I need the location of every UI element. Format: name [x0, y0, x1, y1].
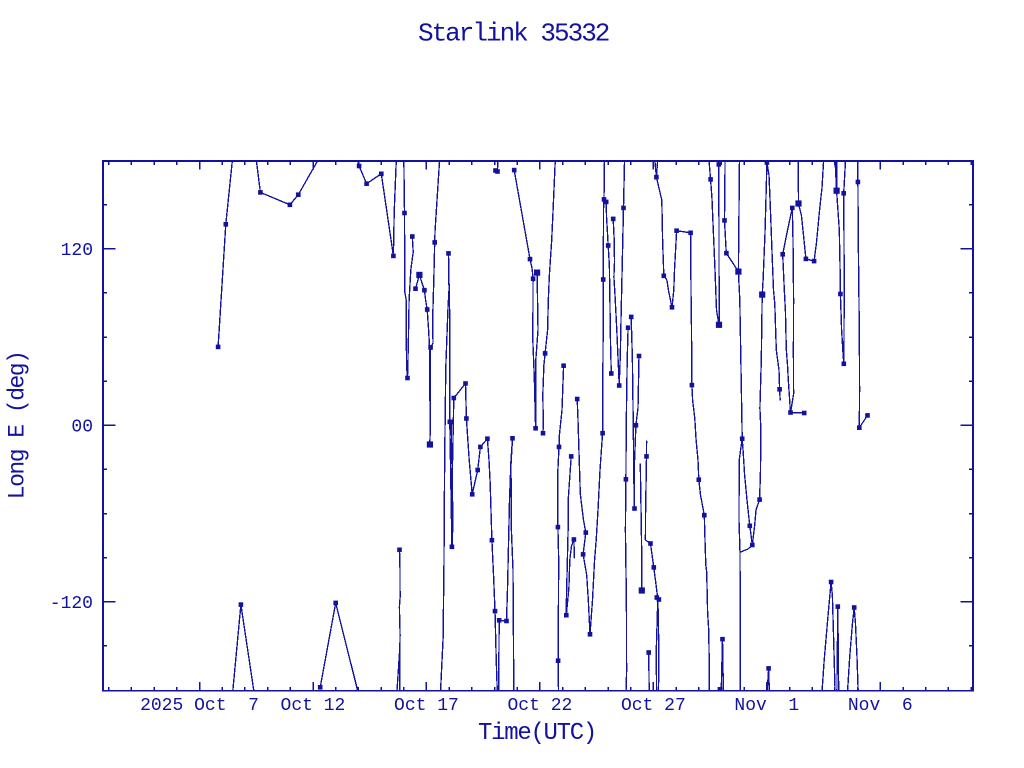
svg-text:Nov 6: Nov 6: [848, 696, 913, 716]
svg-text:Oct 17: Oct 17: [394, 696, 459, 716]
svg-text:Oct 22: Oct 22: [507, 696, 572, 716]
svg-text:Time(UTC): Time(UTC): [478, 720, 596, 747]
svg-text:Nov 1: Nov 1: [734, 696, 799, 716]
svg-text:Starlink 35332: Starlink 35332: [418, 19, 609, 49]
svg-text:00: 00: [71, 418, 93, 438]
svg-text:-120: -120: [50, 594, 93, 614]
svg-text:Oct 27: Oct 27: [621, 696, 686, 716]
svg-text:Long E (deg): Long E (deg): [5, 352, 31, 500]
svg-text:120: 120: [61, 241, 93, 261]
svg-text:Oct 12: Oct 12: [281, 696, 346, 716]
svg-text:2025 Oct 7: 2025 Oct 7: [140, 696, 259, 716]
